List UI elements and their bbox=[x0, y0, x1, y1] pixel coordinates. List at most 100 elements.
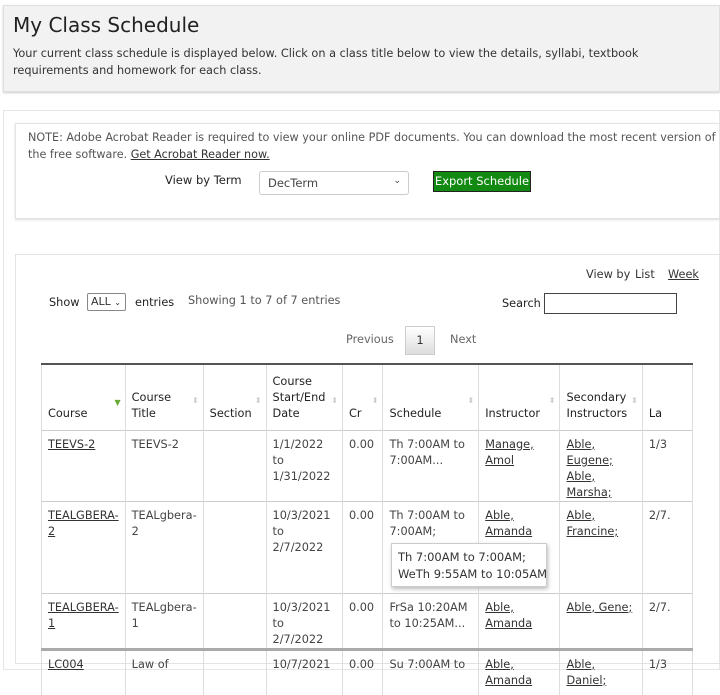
title-text: TEALgbera-2 bbox=[131, 508, 197, 538]
title-text: TEALgbera-1 bbox=[131, 600, 197, 630]
course-link[interactable]: TEEVS-2 bbox=[48, 437, 96, 451]
cell-course: LC004 bbox=[41, 647, 126, 695]
sort-icon: ⬍ bbox=[548, 396, 556, 405]
secondary-link[interactable]: Able, Daniel; bbox=[566, 657, 607, 687]
view-by-label: View by bbox=[586, 268, 631, 281]
header-label: La bbox=[648, 406, 663, 420]
schedule-table: Course ▼ Course Title ⬍ Section ⬍ Course Start… bbox=[41, 363, 693, 695]
column-header-course-title[interactable]: Course Title ⬍ bbox=[125, 363, 204, 430]
cell-schedule: Su 7:00AM to bbox=[382, 647, 480, 695]
term-select[interactable]: DecTerm ⌄ bbox=[259, 171, 409, 195]
table-row: TEALGBERA-1 TEALgbera-1 10/3/2021 to 2/7/2… bbox=[41, 592, 693, 649]
search-input[interactable] bbox=[544, 293, 677, 314]
cell-schedule: Th 7:00AM to 7:00AM... bbox=[382, 429, 480, 501]
column-header-cr[interactable]: Cr ⬍ bbox=[342, 363, 384, 430]
cell-secondary: Able, Francine; bbox=[559, 500, 643, 593]
column-header-secondary-instructors[interactable]: Secondary Instructors ⬍ bbox=[559, 363, 643, 430]
cell-last: 1/3 bbox=[642, 647, 693, 695]
cell-secondary: Able, Daniel; bbox=[559, 647, 643, 695]
header-label: Schedule bbox=[389, 406, 442, 420]
table-row: TEALGBERA-2 TEALgbera-2 10/3/2021 to 2/7/2… bbox=[41, 500, 693, 593]
view-list-option[interactable]: List bbox=[635, 268, 655, 281]
cell-dates: 10/3/2021 to 2/7/2022 bbox=[266, 500, 343, 593]
chevron-down-icon: ⌄ bbox=[114, 298, 121, 307]
view-by-term-label: View by Term bbox=[165, 173, 242, 187]
last-text: 1/3 bbox=[648, 657, 668, 671]
note-panel: NOTE: Adobe Acrobat Reader is required t… bbox=[15, 123, 720, 219]
last-text: 2/7. bbox=[648, 508, 671, 522]
page-1-button[interactable]: 1 bbox=[405, 326, 435, 355]
cell-dates: 10/3/2021 to 2/7/2022 bbox=[266, 592, 343, 649]
course-link[interactable]: TEALGBERA-2 bbox=[48, 508, 119, 538]
column-header-la[interactable]: La bbox=[642, 363, 693, 430]
cell-last: 2/7. bbox=[642, 592, 693, 649]
title-text: TEEVS-2 bbox=[131, 437, 179, 451]
schedule-text: Su 7:00AM to bbox=[389, 657, 466, 671]
cell-title: TEALgbera-1 bbox=[125, 592, 204, 649]
sort-icon: ⬍ bbox=[254, 396, 262, 405]
sort-icon: ⬍ bbox=[331, 396, 338, 405]
previous-button[interactable]: Previous bbox=[346, 333, 394, 346]
entries-select[interactable]: ALL ⌄ bbox=[87, 293, 126, 311]
cell-last: 1/3 bbox=[642, 429, 693, 501]
chevron-down-icon: ⌄ bbox=[393, 176, 401, 186]
column-header-schedule[interactable]: Schedule ⬍ bbox=[382, 363, 480, 430]
cell-course: TEEVS-2 bbox=[41, 429, 126, 501]
cell-cr: 0.00 bbox=[342, 592, 384, 649]
last-text: 1/3 bbox=[648, 437, 668, 451]
course-link[interactable]: LC004 bbox=[48, 657, 84, 671]
sort-icon: ⬍ bbox=[191, 396, 199, 405]
view-week-link[interactable]: Week bbox=[668, 268, 699, 281]
dates-text: 1/1/2022 to 1/31/2022 bbox=[272, 437, 331, 483]
sort-icon: ⬍ bbox=[371, 396, 379, 405]
secondary-link[interactable]: Able, Gene; bbox=[566, 600, 633, 614]
instructor-link[interactable]: Manage, Amol bbox=[485, 437, 534, 467]
schedule-text: Th 7:00AM to 7:00AM; bbox=[389, 508, 465, 538]
column-header-course[interactable]: Course ▼ bbox=[41, 363, 126, 430]
page-title: My Class Schedule bbox=[13, 13, 200, 37]
cell-schedule: FrSa 10:20AM to 10:25AM... bbox=[382, 592, 480, 649]
header-label: Cr bbox=[348, 406, 362, 420]
header-label: Secondary Instructors bbox=[566, 390, 628, 420]
table-row: LC004 Law of 10/7/2021 0.00 Su 7:00AM to Able… bbox=[41, 647, 693, 695]
table-viewport: Course ▼ Course Title ⬍ Section ⬍ Course Start… bbox=[41, 363, 693, 695]
get-acrobat-link[interactable]: Get Acrobat Reader now. bbox=[130, 148, 270, 161]
cell-last: 2/7. bbox=[642, 500, 693, 593]
cell-title: Law of bbox=[125, 647, 204, 695]
cell-section bbox=[203, 500, 267, 593]
title-text: Law of bbox=[131, 657, 169, 671]
cr-text: 0.00 bbox=[348, 657, 375, 671]
instructor-link[interactable]: Able, Amanda bbox=[485, 657, 533, 687]
schedule-text: Th 7:00AM to 7:00AM... bbox=[389, 437, 465, 467]
entries-label: entries bbox=[135, 296, 175, 309]
cell-dates: 10/7/2021 bbox=[266, 647, 343, 695]
secondary-link[interactable]: Able, Eugene; Able, Marsha; bbox=[566, 437, 613, 499]
next-button[interactable]: Next bbox=[450, 333, 477, 346]
cell-cr: 0.00 bbox=[342, 647, 384, 695]
header-label: Section bbox=[209, 406, 252, 420]
header-label: Course bbox=[48, 406, 88, 420]
schedule-tooltip: Th 7:00AM to 7:00AM; WeTh 9:55AM to 10:0… bbox=[390, 543, 547, 587]
dates-text: 10/3/2021 to 2/7/2022 bbox=[272, 508, 331, 554]
export-schedule-button[interactable]: Export Schedule bbox=[433, 171, 531, 192]
term-select-value: DecTerm bbox=[268, 176, 319, 190]
tooltip-line: Th 7:00AM to 7:00AM; bbox=[397, 550, 526, 564]
cell-secondary: Able, Eugene; Able, Marsha; bbox=[559, 429, 643, 501]
column-header-instructor[interactable]: Instructor ⬍ bbox=[478, 363, 561, 430]
column-header-section[interactable]: Section ⬍ bbox=[203, 363, 267, 430]
dates-text: 10/7/2021 bbox=[272, 657, 331, 671]
instructor-link[interactable]: Able, Amanda bbox=[485, 600, 533, 630]
search-label: Search bbox=[502, 297, 541, 310]
table-row: TEEVS-2 TEEVS-2 1/1/2022 to 1/31/2022 0.00 T… bbox=[41, 429, 693, 501]
last-text: 2/7. bbox=[648, 600, 671, 614]
sort-icon: ⬍ bbox=[467, 396, 475, 405]
secondary-link[interactable]: Able, Francine; bbox=[566, 508, 619, 538]
header-label: Course Title bbox=[131, 390, 172, 420]
course-link[interactable]: TEALGBERA-1 bbox=[48, 600, 119, 630]
cr-text: 0.00 bbox=[348, 437, 375, 451]
column-header-course-start-end-date[interactable]: Course Start/End Date ⬍ bbox=[266, 363, 343, 430]
entries-select-value: ALL bbox=[91, 295, 111, 308]
cell-secondary: Able, Gene; bbox=[559, 592, 643, 649]
header-label: Course Start/End Date bbox=[272, 374, 326, 420]
instructor-link[interactable]: Able, Amanda bbox=[485, 508, 533, 538]
